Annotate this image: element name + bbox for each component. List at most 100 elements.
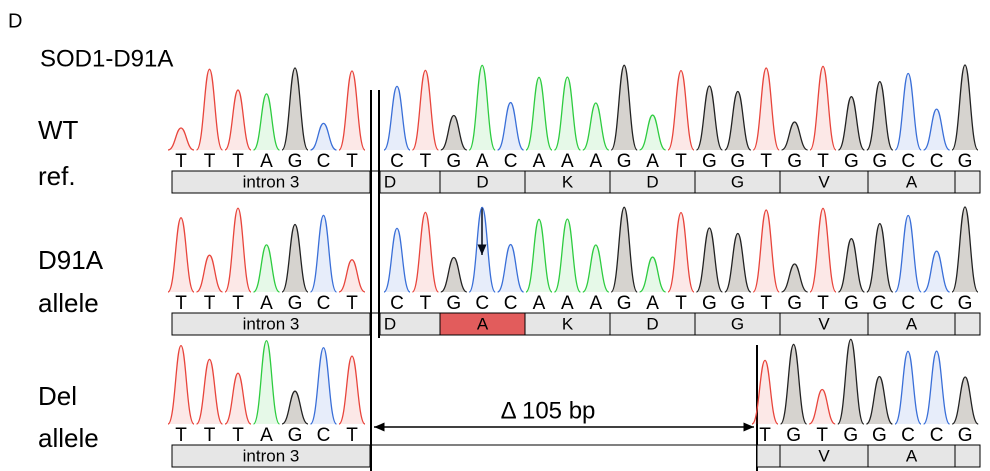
base-call: A <box>561 151 574 172</box>
base-call: G <box>617 151 632 172</box>
base-call: G <box>730 151 745 172</box>
deletion-label: Δ 105 bp <box>501 397 596 424</box>
base-call: C <box>901 151 915 172</box>
base-call: T <box>760 293 772 314</box>
base-call: G <box>730 293 745 314</box>
base-call: C <box>317 293 331 314</box>
chromatogram-peak <box>526 219 552 292</box>
residue-box <box>955 171 980 193</box>
chromatogram-peak <box>441 258 467 292</box>
chromatogram-peak <box>384 86 410 150</box>
chromatogram-peak <box>895 215 921 292</box>
residue: D <box>384 314 396 333</box>
chromatogram-peak <box>197 255 223 292</box>
chromatogram-peak <box>311 215 337 292</box>
base-call: T <box>675 293 687 314</box>
base-call: G <box>617 293 632 314</box>
chromatogram-peak <box>838 339 864 424</box>
base-call: T <box>675 151 687 172</box>
base-call: A <box>533 151 546 172</box>
base-call: C <box>901 293 915 314</box>
residue: A <box>477 314 489 333</box>
base-call: T <box>346 425 358 446</box>
residue: G <box>731 172 744 191</box>
chromatogram-peak <box>254 341 280 424</box>
chromatogram-peak <box>668 71 694 150</box>
chromatogram-peak <box>753 68 779 150</box>
base-call: T <box>760 151 772 172</box>
base-call: G <box>786 425 801 446</box>
residue: V <box>818 172 830 191</box>
chromatogram-peak <box>225 373 251 424</box>
chromatogram-peak <box>668 213 694 292</box>
base-call: C <box>901 425 915 446</box>
chromatogram-peak <box>311 123 337 150</box>
chromatogram-peak <box>469 207 495 292</box>
chromatogram-peak <box>441 116 467 150</box>
chromatogram-peak <box>412 212 438 292</box>
base-call: T <box>420 293 432 314</box>
chromatogram-peak <box>168 346 194 424</box>
residue-box <box>955 445 980 467</box>
chromatogram-peak <box>526 77 552 150</box>
chromatogram-peak <box>197 359 223 424</box>
page: D SOD1-D91A Δ 105 bp WTref.TTTAGCTintron… <box>0 0 990 471</box>
residue: A <box>906 172 918 191</box>
base-call: C <box>475 293 489 314</box>
chromatogram-peak <box>611 65 637 150</box>
chromatogram-peak <box>895 73 921 150</box>
base-call: C <box>390 293 404 314</box>
chromatogram-peak <box>810 66 836 150</box>
base-call: G <box>288 293 303 314</box>
row-label: allele <box>38 288 99 318</box>
base-call: G <box>288 425 303 446</box>
base-call: G <box>844 293 859 314</box>
base-call: G <box>702 293 717 314</box>
chromatogram-peak <box>384 228 410 292</box>
base-call: T <box>204 425 216 446</box>
base-call: G <box>958 425 973 446</box>
base-call: A <box>589 293 602 314</box>
base-call: A <box>589 151 602 172</box>
base-call: C <box>504 151 518 172</box>
base-call: A <box>476 151 489 172</box>
base-call: A <box>260 151 273 172</box>
chromatogram-peak <box>412 70 438 150</box>
row-label: allele <box>38 423 99 453</box>
base-call: G <box>872 425 887 446</box>
residue: A <box>906 314 918 333</box>
base-call: T <box>204 151 216 172</box>
chromatogram-peak <box>311 348 337 424</box>
chromatogram-peak <box>282 68 308 150</box>
base-call: T <box>759 425 771 446</box>
base-call: G <box>958 151 973 172</box>
chromatogram-peak <box>339 356 365 424</box>
chromatogram-peak <box>924 251 950 292</box>
chromatogram-peak <box>282 224 308 292</box>
base-call: T <box>232 425 244 446</box>
base-call: C <box>930 151 944 172</box>
intron-label: intron 3 <box>243 314 300 333</box>
base-call: T <box>232 151 244 172</box>
chromatogram-peak <box>752 360 778 424</box>
residue: G <box>731 314 744 333</box>
intron-label: intron 3 <box>243 446 300 465</box>
chromatogram-peak <box>952 65 978 150</box>
residue: D <box>476 172 488 191</box>
base-call: A <box>260 293 273 314</box>
base-call: C <box>317 425 331 446</box>
base-call: T <box>816 425 828 446</box>
chromatogram-peak <box>838 239 864 292</box>
base-call: C <box>930 293 944 314</box>
chromatogram-peak <box>282 391 308 424</box>
base-call: T <box>346 151 358 172</box>
base-call: G <box>872 293 887 314</box>
chromatogram-peak <box>583 103 609 150</box>
row-label: WT <box>38 115 79 145</box>
residue: V <box>818 446 830 465</box>
chromatogram-peak <box>696 228 722 292</box>
chromatogram-peak <box>696 86 722 150</box>
chromatogram-peak <box>254 245 280 292</box>
residue: K <box>562 314 574 333</box>
chromatogram-peak <box>867 82 893 150</box>
